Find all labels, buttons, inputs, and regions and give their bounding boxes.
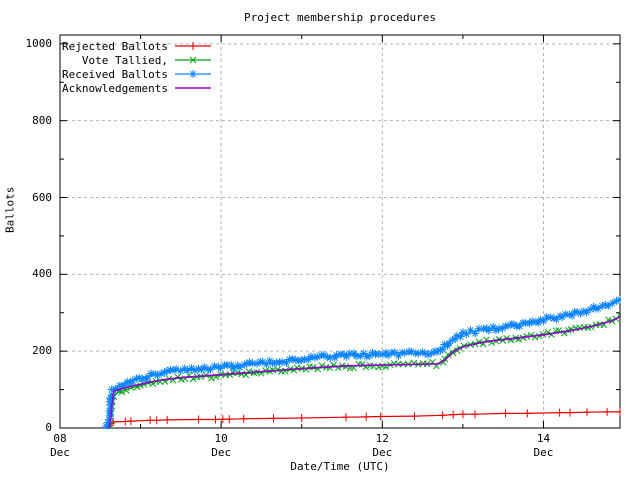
legend-sample-line (175, 70, 211, 78)
x-tick-label: 14 (536, 432, 551, 445)
series-markers-received-ballots (102, 295, 621, 429)
y-axis-label: Ballots (3, 186, 17, 234)
legend-label: Acknowledgements (62, 81, 168, 95)
legend-item: Received Ballots (62, 67, 213, 81)
legend-sample-line (175, 56, 211, 64)
series-line-acknowledgements (108, 315, 621, 429)
y-tick-label: 0 (45, 421, 52, 434)
chart-title: Project membership procedures (243, 11, 437, 24)
legend-sample-line (175, 42, 211, 50)
legend-sample-line (175, 87, 211, 89)
x-tick-label: 12 (375, 432, 389, 445)
y-tick-label: 600 (32, 190, 52, 204)
x-tick-sublabel: Dec (533, 446, 554, 459)
y-tick-label: 400 (32, 267, 52, 281)
y-tick-label: 1000 (25, 36, 53, 50)
x-tick-sublabel: Dec (211, 446, 232, 459)
cross-marker-icon (189, 56, 197, 64)
legend-item: Rejected Ballots (62, 39, 213, 53)
x-tick-sublabel: Dec (50, 446, 70, 459)
plus-marker-icon (189, 42, 197, 50)
legend-item: Vote Tallied, (62, 53, 213, 67)
legend-label: Rejected Ballots (62, 39, 168, 53)
y-tick-label: 200 (32, 344, 52, 358)
chart-legend: Rejected Ballots Vote Tallied, Received Ba… (62, 39, 213, 95)
legend-label: Received Ballots (62, 67, 168, 81)
legend-item: Acknowledgements (62, 81, 213, 95)
x-tick-label: 10 (214, 432, 228, 445)
plot-border (59, 34, 621, 429)
x-tick-sublabel: Dec (372, 446, 393, 459)
star-marker-icon (189, 70, 197, 78)
x-axis-label: Date/Time (UTC) (290, 460, 390, 473)
legend-label: Vote Tallied, (81, 53, 168, 67)
y-tick-label: 800 (32, 113, 52, 127)
x-tick-label: 08 (53, 432, 67, 445)
